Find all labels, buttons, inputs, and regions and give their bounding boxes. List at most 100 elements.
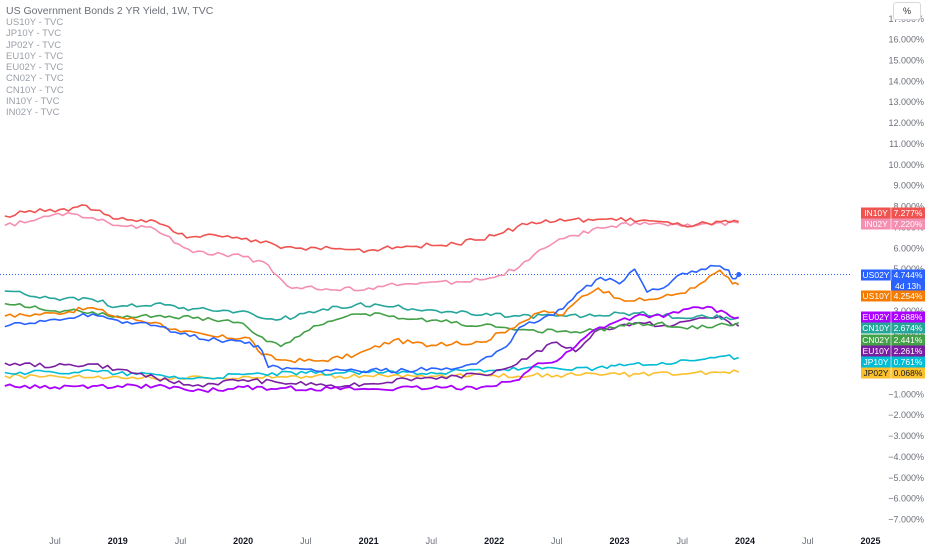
end-label-us10y[interactable]: US10Y 4.254% (861, 290, 925, 302)
x-tick-label: 2024 (735, 536, 755, 546)
end-label-bg (861, 207, 925, 219)
y-tick-label: 5.000% (893, 264, 924, 274)
end-label-cn02y[interactable]: CN02Y 2.441% (861, 334, 925, 346)
x-tick-label: 2020 (233, 536, 253, 546)
legend-item[interactable]: CN02Y - TVC (6, 73, 64, 85)
y-tick-label: 11.000% (889, 139, 924, 149)
end-label-bg (861, 334, 925, 346)
end-label-jp02y[interactable]: JP02Y 0.068% (861, 367, 925, 379)
legend-items: US10Y - TVC JP10Y - TVC JP02Y - TVC EU10Y -… (6, 17, 213, 119)
end-label-bg (861, 345, 925, 357)
end-label-value: 7.220% (894, 219, 923, 229)
end-label-value: 0.761% (894, 357, 923, 367)
end-label-cn10y[interactable]: CN10Y 2.674% (861, 322, 925, 334)
legend-item[interactable]: IN02Y - TVC (6, 107, 60, 119)
y-tick-label: −6.000% (888, 494, 924, 504)
x-axis[interactable]: Jul 2019 Jul 2020 Jul 2021 Jul 2022 Jul 2023 Jul 20… (49, 536, 880, 546)
end-label-bg (861, 322, 925, 334)
series-layer (4, 204, 742, 393)
legend-item[interactable]: CN10Y - TVC (6, 84, 64, 96)
y-tick-label: 6.000% (893, 243, 924, 253)
end-label-value: 2.674% (894, 323, 923, 333)
end-label-eu10y[interactable]: EU10Y 2.261% (861, 345, 925, 357)
x-tick-label: 2019 (108, 536, 128, 546)
x-tick-label: Jul (175, 536, 187, 546)
end-label-name: CN10Y (862, 323, 890, 333)
y-tick-label: −1.000% (888, 389, 924, 399)
series-line-us02y[interactable] (4, 264, 740, 374)
legend-item[interactable]: EU02Y - TVC (6, 62, 64, 74)
end-label-bg (861, 218, 925, 230)
end-label-in10y[interactable]: IN10Y 7.277% (861, 207, 925, 219)
legend-item[interactable]: JP02Y - TVC (6, 39, 62, 51)
end-label-value: 2.688% (894, 312, 923, 322)
x-tick-label: Jul (802, 536, 814, 546)
x-tick-label: 2021 (359, 536, 379, 546)
x-tick-label: Jul (426, 536, 438, 546)
end-label-value: 4.254% (894, 291, 923, 301)
legend-item[interactable]: IN10Y - TVC (6, 96, 60, 108)
end-label-bg (861, 356, 925, 368)
end-label-name: EU02Y (863, 312, 890, 322)
chart-title: US Government Bonds 2 YR Yield, 1W, TVC (6, 5, 214, 17)
end-label-name: EU10Y (863, 346, 890, 356)
y-tick-label: −7.000% (888, 515, 924, 525)
y-tick-label: 3.000% (893, 306, 924, 316)
x-tick-label: 2023 (610, 536, 630, 546)
x-tick-label: Jul (677, 536, 689, 546)
series-line-in02y[interactable] (4, 212, 739, 292)
y-tick-label: −3.000% (888, 431, 924, 441)
end-label-value: 2.261% (894, 346, 923, 356)
end-label-name: US10Y (863, 291, 890, 301)
end-label-jp10y[interactable]: JP10Y 0.761% (861, 356, 925, 368)
end-label-bg (861, 367, 925, 379)
series-end-dot (736, 272, 742, 278)
series-line-jp02y[interactable] (4, 369, 740, 381)
end-label-name: JP02Y (863, 368, 888, 378)
series-line-cn02y[interactable] (4, 302, 740, 348)
y-tick-label: 12.000% (888, 118, 924, 128)
chart-legend: US Government Bonds 2 YR Yield, 1W, TVC … (6, 5, 213, 119)
y-tick-label: 16.000% (888, 35, 924, 45)
end-label-name: CN02Y (862, 335, 890, 345)
legend-item[interactable]: US10Y - TVC (6, 17, 64, 28)
x-tick-label: Jul (551, 536, 563, 546)
end-label-name: IN02Y (864, 219, 888, 229)
countdown-bg (891, 280, 925, 292)
legend-item[interactable]: EU10Y - TVC (6, 50, 64, 62)
x-tick-label: Jul (300, 536, 312, 546)
end-label-name: IN10Y (864, 208, 888, 218)
end-label-bg (861, 290, 925, 302)
unit-toggle-button[interactable]: % (893, 2, 921, 20)
x-tick-label: Jul (49, 536, 61, 546)
series-line-cn10y[interactable] (4, 290, 739, 321)
end-label-name: JP10Y (863, 357, 888, 367)
y-tick-label: 14.000% (888, 76, 924, 86)
series-line-in10y[interactable] (4, 204, 739, 254)
series-line-eu02y[interactable] (4, 305, 739, 393)
countdown-label: 4d 13h (895, 281, 921, 291)
y-tick-label: 13.000% (888, 97, 924, 107)
series-line-us10y[interactable] (4, 269, 740, 364)
y-tick-label: 8.000% (893, 202, 924, 212)
end-label-in02y[interactable]: IN02Y 7.220% (861, 218, 925, 230)
end-label-eu02y[interactable]: EU02Y 2.688% (861, 311, 925, 323)
end-label-value: 7.277% (894, 208, 923, 218)
end-label-us02y[interactable]: US02Y 4.744%4d 13h (861, 269, 925, 292)
x-tick-label: 2025 (860, 536, 880, 546)
y-tick-label: −2.000% (888, 410, 924, 420)
y-tick-label: −5.000% (888, 473, 924, 483)
series-line-jp10y[interactable] (4, 354, 739, 380)
end-label-name: US02Y (863, 270, 890, 280)
end-label-value: 2.441% (894, 335, 923, 345)
x-tick-label: 2022 (484, 536, 504, 546)
y-tick-label: 10.000% (888, 160, 924, 170)
y-tick-label: 15.000% (888, 56, 924, 66)
end-label-value: 0.068% (894, 368, 923, 378)
legend-item[interactable]: JP10Y - TVC (6, 28, 62, 40)
end-label-bg (861, 269, 925, 281)
y-tick-label: 9.000% (893, 181, 924, 191)
end-label-value: 4.744% (894, 270, 923, 280)
